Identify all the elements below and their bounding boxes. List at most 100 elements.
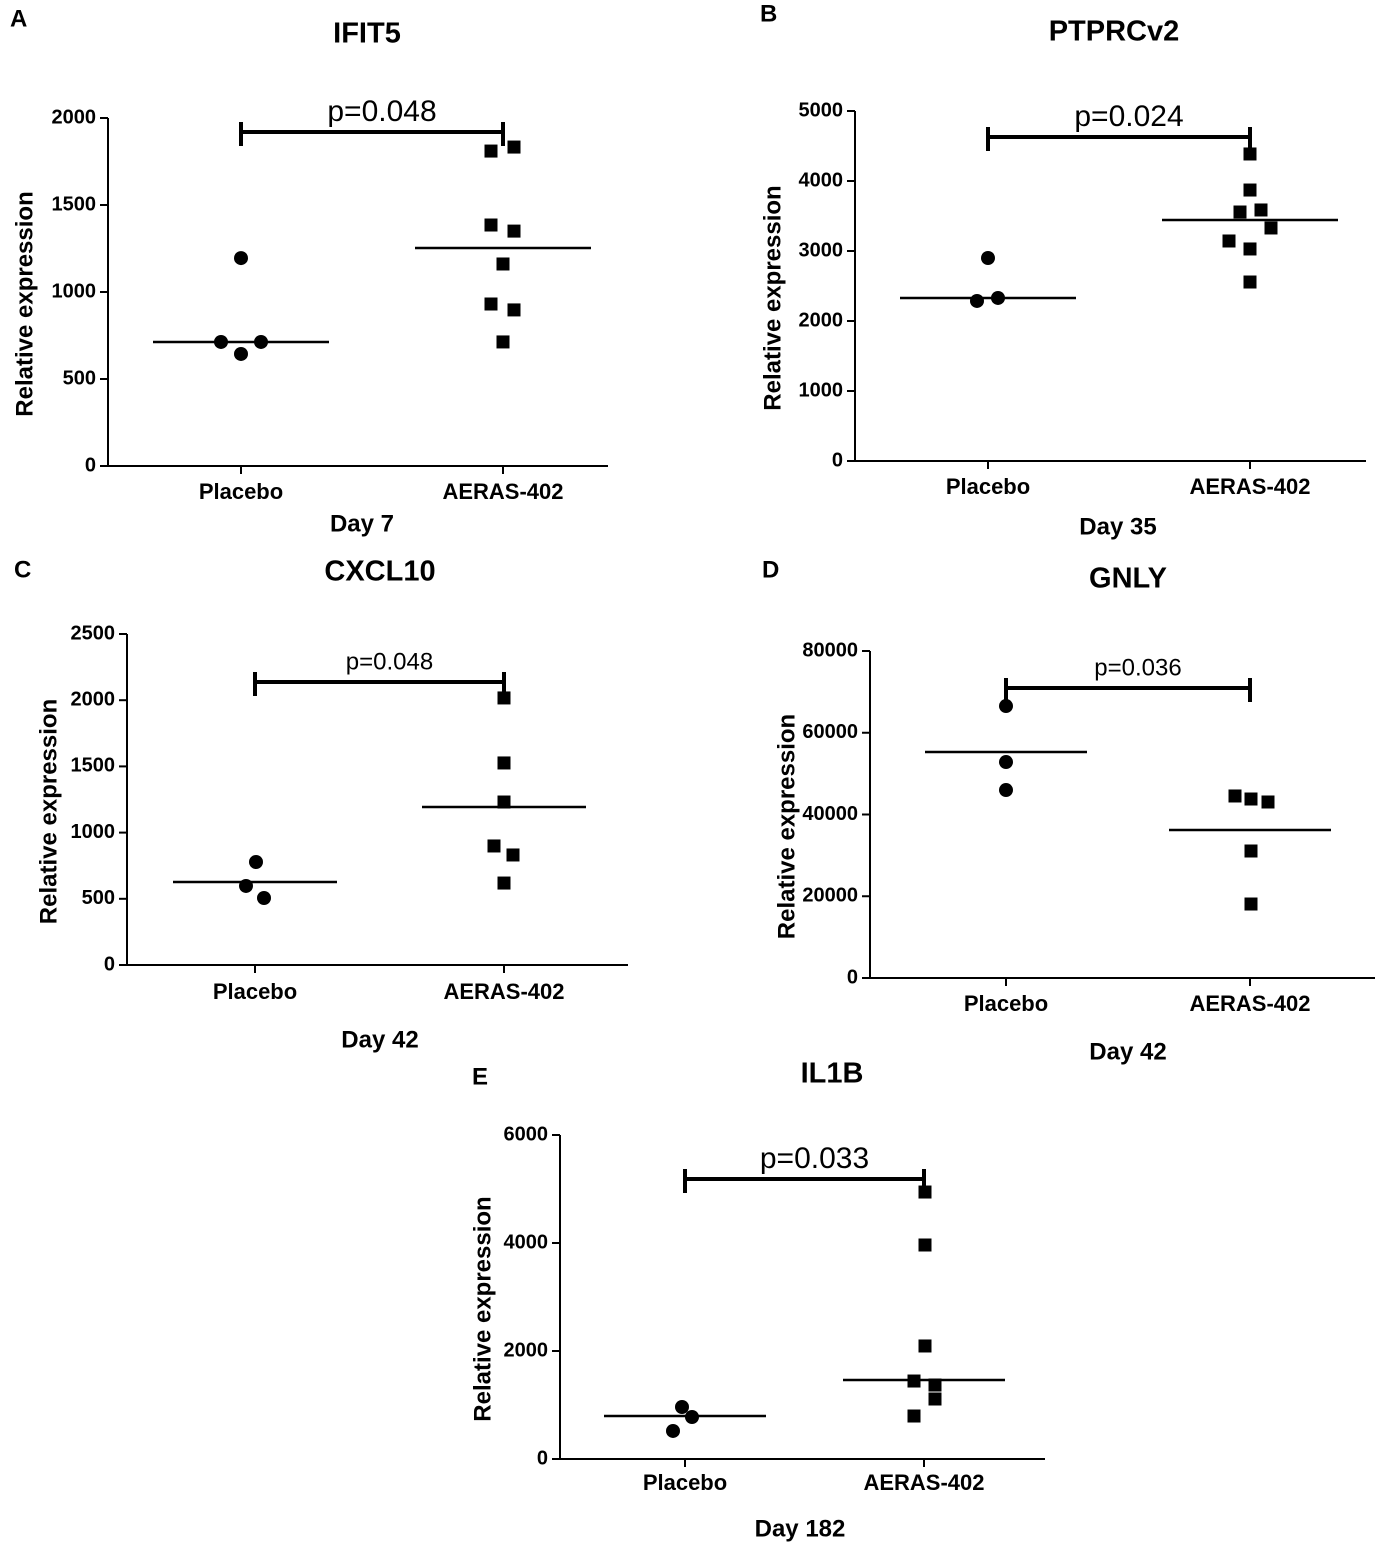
point bbox=[484, 218, 498, 232]
point bbox=[999, 755, 1013, 770]
x-tick-label: Placebo bbox=[199, 479, 283, 504]
y-tick-label: 2000 bbox=[52, 106, 97, 128]
panel-letter: C bbox=[14, 556, 31, 583]
point bbox=[928, 1378, 942, 1392]
y-tick-label: 3000 bbox=[799, 239, 844, 261]
y-tick-label: 60000 bbox=[802, 721, 858, 743]
y-tick-label: 5000 bbox=[799, 99, 844, 121]
point bbox=[484, 297, 498, 311]
point bbox=[970, 293, 984, 308]
y-tick-label: 1000 bbox=[799, 379, 844, 401]
point bbox=[497, 691, 511, 705]
point bbox=[1244, 844, 1258, 858]
chart-title: GNLY bbox=[1089, 563, 1167, 595]
y-tick-label: 20000 bbox=[802, 885, 858, 907]
panel-letter: D bbox=[762, 556, 779, 583]
y-tick-label: 1000 bbox=[52, 280, 97, 302]
y-tick-label: 4000 bbox=[504, 1231, 549, 1253]
chart-title: IFIT5 bbox=[333, 18, 401, 50]
y-axis-label: Relative expression bbox=[11, 191, 38, 416]
point bbox=[506, 848, 520, 862]
point bbox=[496, 335, 510, 349]
p-value: p=0.033 bbox=[760, 1142, 869, 1175]
point bbox=[497, 756, 511, 770]
point bbox=[234, 251, 248, 266]
point bbox=[1222, 234, 1236, 248]
x-tick-label: AERAS-402 bbox=[443, 979, 564, 1004]
y-axis-label: Relative expression bbox=[35, 699, 62, 924]
point bbox=[487, 839, 501, 853]
point bbox=[507, 303, 521, 317]
y-tick-label: 500 bbox=[82, 887, 115, 909]
x-axis-label: Day 35 bbox=[1079, 513, 1156, 540]
point bbox=[918, 1339, 932, 1353]
point bbox=[257, 891, 271, 906]
x-tick-label: Placebo bbox=[213, 979, 297, 1004]
chart-title: CXCL10 bbox=[324, 556, 435, 588]
point bbox=[981, 251, 995, 265]
point bbox=[918, 1238, 932, 1252]
y-axis-label: Relative expression bbox=[759, 185, 786, 410]
point bbox=[666, 1423, 680, 1438]
chart-title: PTPRCv2 bbox=[1049, 16, 1180, 48]
y-tick-label: 2500 bbox=[71, 622, 116, 644]
y-tick-label: 4000 bbox=[799, 169, 844, 191]
y-tick-label: 500 bbox=[63, 367, 96, 389]
point bbox=[496, 257, 510, 271]
y-axis-label: Relative expression bbox=[469, 1196, 496, 1421]
x-tick-label: Placebo bbox=[946, 474, 1030, 499]
point bbox=[1243, 147, 1257, 161]
y-tick-label: 40000 bbox=[802, 803, 858, 825]
point bbox=[1228, 789, 1242, 803]
panel-letter: A bbox=[10, 5, 27, 32]
y-tick-label: 0 bbox=[832, 449, 843, 471]
y-tick-label: 80000 bbox=[802, 639, 858, 661]
y-tick-label: 0 bbox=[537, 1447, 548, 1469]
point bbox=[249, 854, 263, 869]
point bbox=[507, 224, 521, 238]
x-axis-label: Day 42 bbox=[1089, 1038, 1166, 1065]
y-tick-label: 6000 bbox=[504, 1123, 549, 1145]
point bbox=[1244, 792, 1258, 806]
point bbox=[928, 1392, 942, 1406]
panel-letter: E bbox=[472, 1063, 488, 1090]
chart-title: IL1B bbox=[801, 1058, 864, 1090]
point bbox=[1244, 897, 1258, 911]
x-tick-label: AERAS-402 bbox=[1189, 474, 1310, 499]
y-tick-label: 0 bbox=[847, 966, 858, 988]
p-value: p=0.048 bbox=[346, 648, 433, 675]
y-tick-label: 2000 bbox=[799, 309, 844, 331]
panel-letter: B bbox=[760, 0, 777, 27]
point bbox=[675, 1399, 689, 1414]
x-axis-label: Day 42 bbox=[341, 1026, 418, 1053]
point bbox=[1243, 275, 1257, 289]
y-tick-label: 2000 bbox=[504, 1339, 549, 1361]
p-value: p=0.036 bbox=[1094, 654, 1181, 681]
y-tick-label: 1500 bbox=[52, 193, 97, 215]
x-tick-label: AERAS-402 bbox=[863, 1470, 984, 1495]
point bbox=[1254, 203, 1268, 217]
point bbox=[1233, 205, 1247, 219]
x-tick-label: AERAS-402 bbox=[442, 479, 563, 504]
point bbox=[234, 346, 248, 361]
point bbox=[1261, 795, 1275, 809]
y-tick-label: 1500 bbox=[71, 755, 116, 777]
x-tick-label: AERAS-402 bbox=[1189, 991, 1310, 1016]
y-tick-label: 1000 bbox=[71, 821, 116, 843]
point bbox=[1243, 183, 1257, 197]
x-axis-label: Day 7 bbox=[330, 510, 394, 537]
x-tick-label: Placebo bbox=[964, 991, 1048, 1016]
point bbox=[497, 795, 511, 809]
point bbox=[1243, 242, 1257, 256]
point bbox=[907, 1409, 921, 1423]
point bbox=[484, 144, 498, 158]
x-tick-label: Placebo bbox=[643, 1470, 727, 1495]
x-axis-label: Day 182 bbox=[755, 1515, 846, 1542]
point bbox=[507, 140, 521, 154]
p-value: p=0.024 bbox=[1074, 100, 1183, 133]
y-tick-label: 0 bbox=[85, 454, 96, 476]
point bbox=[497, 876, 511, 890]
point bbox=[999, 699, 1013, 714]
y-tick-label: 0 bbox=[104, 953, 115, 975]
